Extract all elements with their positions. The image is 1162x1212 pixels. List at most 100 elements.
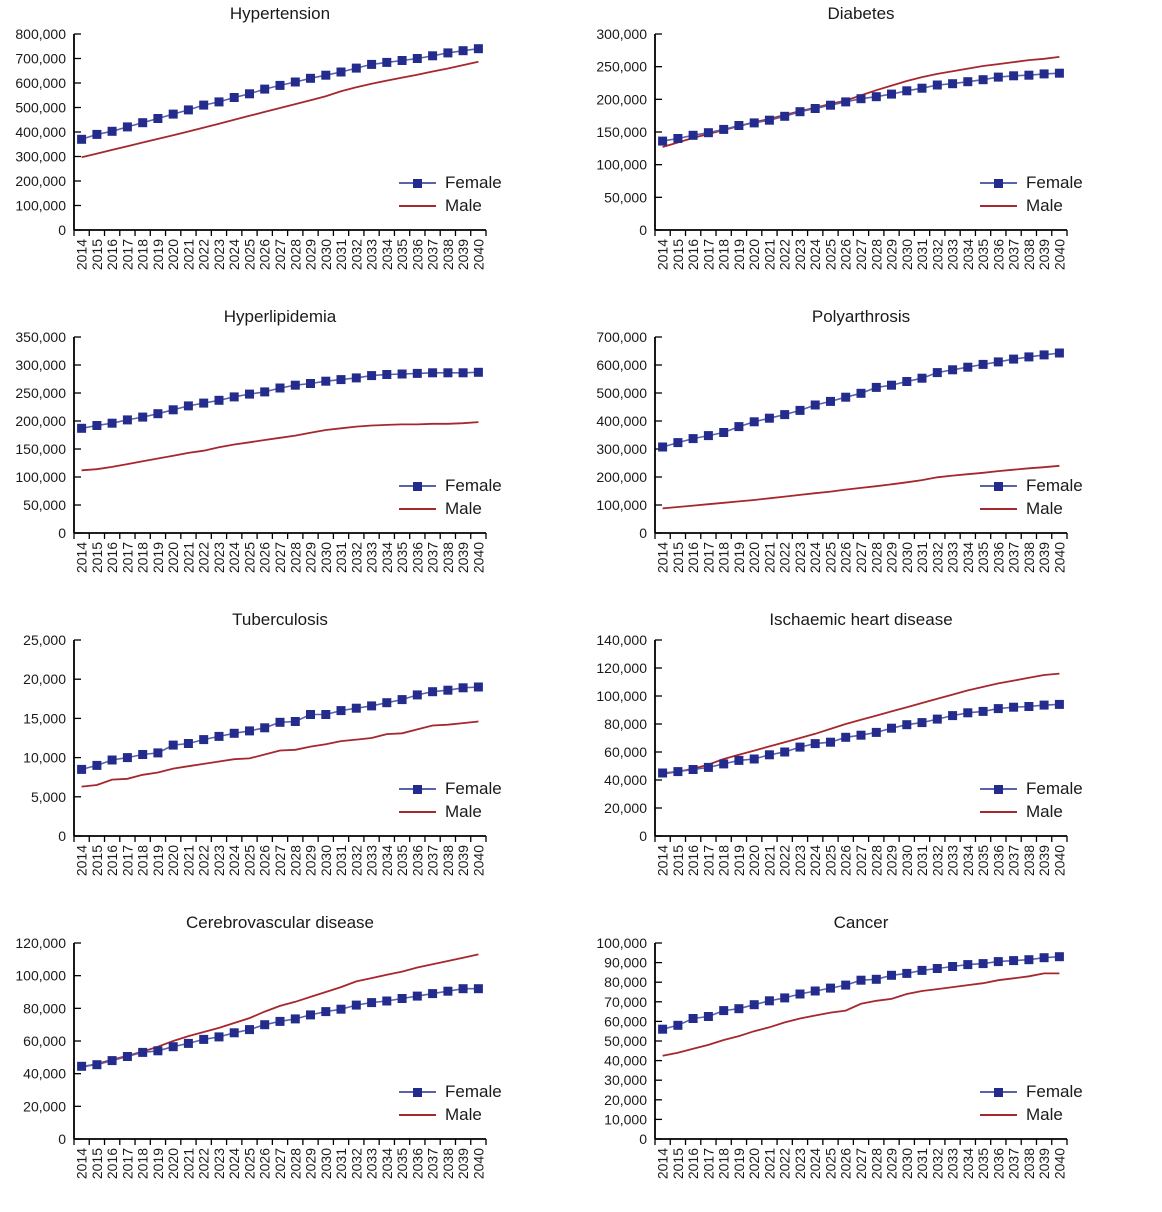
y-tick-label: 60,000 (604, 1013, 647, 1029)
female-point-marker (1054, 699, 1064, 709)
x-tick-label: 2015 (670, 239, 686, 270)
y-tick-label: 80,000 (604, 716, 647, 732)
female-point-marker (856, 730, 866, 740)
y-tick-label: 200,000 (596, 469, 647, 485)
x-tick-label: 2022 (777, 845, 793, 876)
x-tick-label: 2027 (272, 542, 288, 573)
x-tick-label: 2026 (257, 542, 273, 573)
x-tick-label: 2027 (272, 239, 288, 270)
hypertension-plot-area: 0 100,000 200,000 300,000 400,000 500,000 600,… (15, 26, 487, 270)
x-tick-label: 2033 (945, 239, 961, 270)
female-point-marker (658, 136, 668, 146)
x-tick-label: 2018 (135, 542, 151, 573)
female-line-swatch (399, 1087, 436, 1097)
female-point-marker (688, 434, 698, 444)
x-tick-label: 2036 (990, 239, 1006, 270)
female-point-marker (1024, 702, 1034, 711)
female-point-marker (1039, 953, 1049, 963)
female-point-marker (443, 685, 453, 695)
legend-label-female: Female (445, 779, 502, 798)
x-tick-label: 2024 (807, 845, 823, 876)
y-tick-label: 90,000 (604, 955, 647, 971)
x-tick-label: 2029 (303, 1148, 319, 1179)
female-point-marker (199, 100, 209, 110)
female-point-marker (932, 368, 942, 378)
female-point-marker (795, 107, 805, 117)
x-tick-label: 2039 (1036, 845, 1052, 876)
x-tick-label: 2018 (135, 845, 151, 876)
female-point-marker (290, 1014, 300, 1024)
y-tick-label: 100,000 (15, 469, 66, 485)
x-tick-label: 2030 (899, 1148, 915, 1179)
legend-label-male: Male (445, 802, 482, 821)
female-point-marker (397, 994, 407, 1003)
y-tick-label: 100,000 (596, 935, 647, 951)
female-point-marker (77, 764, 87, 774)
x-tick-label: 2035 (975, 1148, 991, 1179)
x-tick-label: 2040 (470, 845, 486, 876)
chart-tuberculosis: Tuberculosis 0 5,000 10,000 15,000 20,000 25,… (0, 606, 581, 909)
x-tick-label: 2020 (165, 1148, 181, 1179)
chart-diabetes: Diabetes 0 50,000 100,000 150,000 200,000 250… (581, 0, 1162, 303)
x-tick-label: 2022 (196, 1148, 212, 1179)
x-tick-label: 2025 (822, 239, 838, 270)
x-tick-label: 2023 (792, 845, 808, 876)
female-point-marker (658, 1024, 668, 1034)
legend-label-male: Male (445, 499, 482, 518)
female-point-marker (92, 1060, 102, 1070)
y-tick-label: 300,000 (15, 149, 66, 165)
female-point-marker (153, 409, 163, 419)
x-tick-label: 2030 (318, 542, 334, 573)
x-tick-label: 2027 (853, 845, 869, 876)
x-tick-label: 2017 (700, 239, 716, 270)
male-line-swatch (980, 1113, 1017, 1116)
female-point-marker (719, 1006, 729, 1016)
female-point-marker (780, 747, 790, 757)
x-tick-label: 2028 (868, 1148, 884, 1179)
chart-title: Hyperlipidemia (223, 307, 337, 326)
female-point-marker (382, 370, 392, 379)
male-series-line (662, 464, 1060, 510)
x-tick-label: 2031 (333, 1148, 349, 1179)
chart-hyperlipidemia: Hyperlipidemia 0 50,000 100,000 150,000 200,… (0, 303, 581, 606)
legend-label-male: Male (1026, 1105, 1063, 1124)
female-point-marker (887, 723, 896, 733)
female-square-marker-icon (413, 784, 422, 794)
female-point-marker (749, 754, 759, 764)
female-point-marker (917, 965, 927, 975)
female-point-marker (688, 765, 698, 774)
x-tick-label: 2026 (257, 845, 273, 876)
x-tick-label: 2033 (364, 542, 380, 573)
y-tick-label: 100,000 (596, 688, 647, 704)
y-tick-label: 0 (58, 828, 66, 844)
x-tick-label: 2020 (165, 239, 181, 270)
female-series-line (662, 955, 1060, 1030)
female-point-marker (367, 371, 377, 381)
female-point-marker (963, 960, 973, 970)
y-tick-label: 40,000 (23, 1066, 66, 1082)
x-tick-label: 2025 (822, 1148, 838, 1179)
female-point-marker (1054, 952, 1064, 962)
female-point-marker (749, 118, 759, 128)
male-series-line (662, 972, 1060, 1057)
female-point-marker (92, 129, 102, 139)
y-tick-label: 500,000 (15, 100, 66, 116)
female-point-marker (92, 421, 102, 430)
x-tick-label: 2016 (685, 542, 701, 573)
x-tick-label: 2023 (792, 239, 808, 270)
x-tick-label: 2036 (990, 542, 1006, 573)
female-point-marker (382, 698, 392, 708)
x-tick-label: 2036 (990, 1148, 1006, 1179)
female-line-swatch (980, 178, 1017, 188)
x-tick-label: 2017 (700, 542, 716, 573)
y-tick-label: 0 (639, 525, 647, 541)
y-tick-label: 150,000 (596, 124, 647, 140)
x-tick-label: 2039 (455, 1148, 471, 1179)
chart-cancer: Cancer 0 10,000 20,000 30,000 40,000 50,000 60… (581, 909, 1162, 1212)
x-tick-label: 2025 (241, 1148, 257, 1179)
female-point-marker (826, 396, 835, 406)
female-point-marker (428, 989, 438, 999)
x-tick-label: 2014 (74, 1148, 90, 1179)
x-tick-label: 2026 (838, 845, 854, 876)
